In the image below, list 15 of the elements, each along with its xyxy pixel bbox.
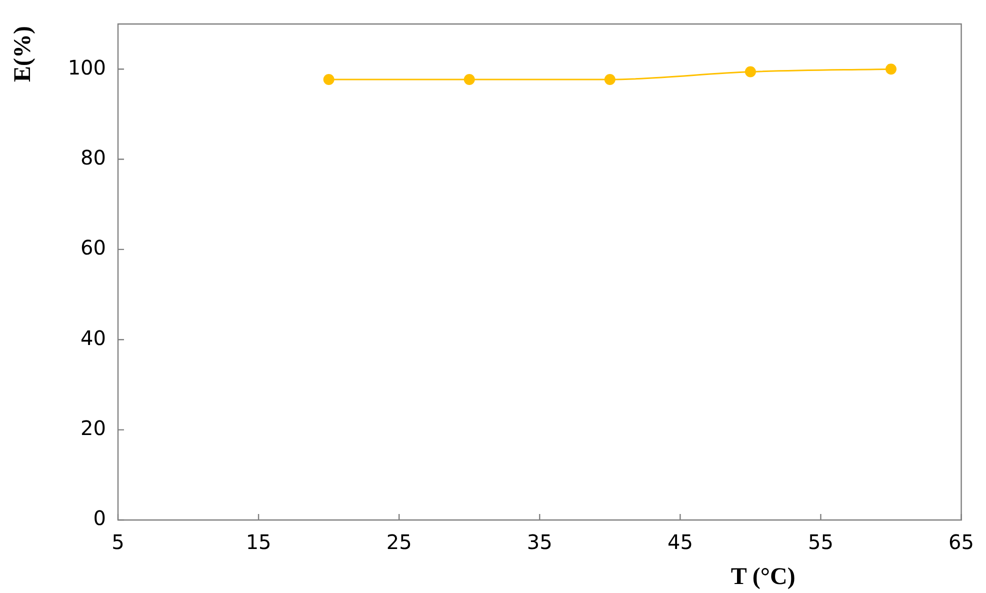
x-tick-label: 5 xyxy=(112,530,124,554)
x-tick-label: 55 xyxy=(808,530,834,554)
x-tick-label: 45 xyxy=(667,530,693,554)
x-axis-title: T (°C) xyxy=(730,564,796,590)
x-tick-label: 25 xyxy=(386,530,412,554)
x-tick-label: 35 xyxy=(526,530,552,554)
y-axis-title: E(%) xyxy=(10,26,36,82)
y-tick-label: 40 xyxy=(80,326,106,350)
x-tick-label: 15 xyxy=(246,530,272,554)
y-tick-label: 20 xyxy=(80,416,106,440)
y-tick-label: 100 xyxy=(68,55,106,80)
y-tick-label: 0 xyxy=(93,506,106,530)
y-tick-label: 60 xyxy=(80,236,106,260)
y-tick-label: 80 xyxy=(80,145,106,170)
x-tick-label: 65 xyxy=(948,530,974,554)
